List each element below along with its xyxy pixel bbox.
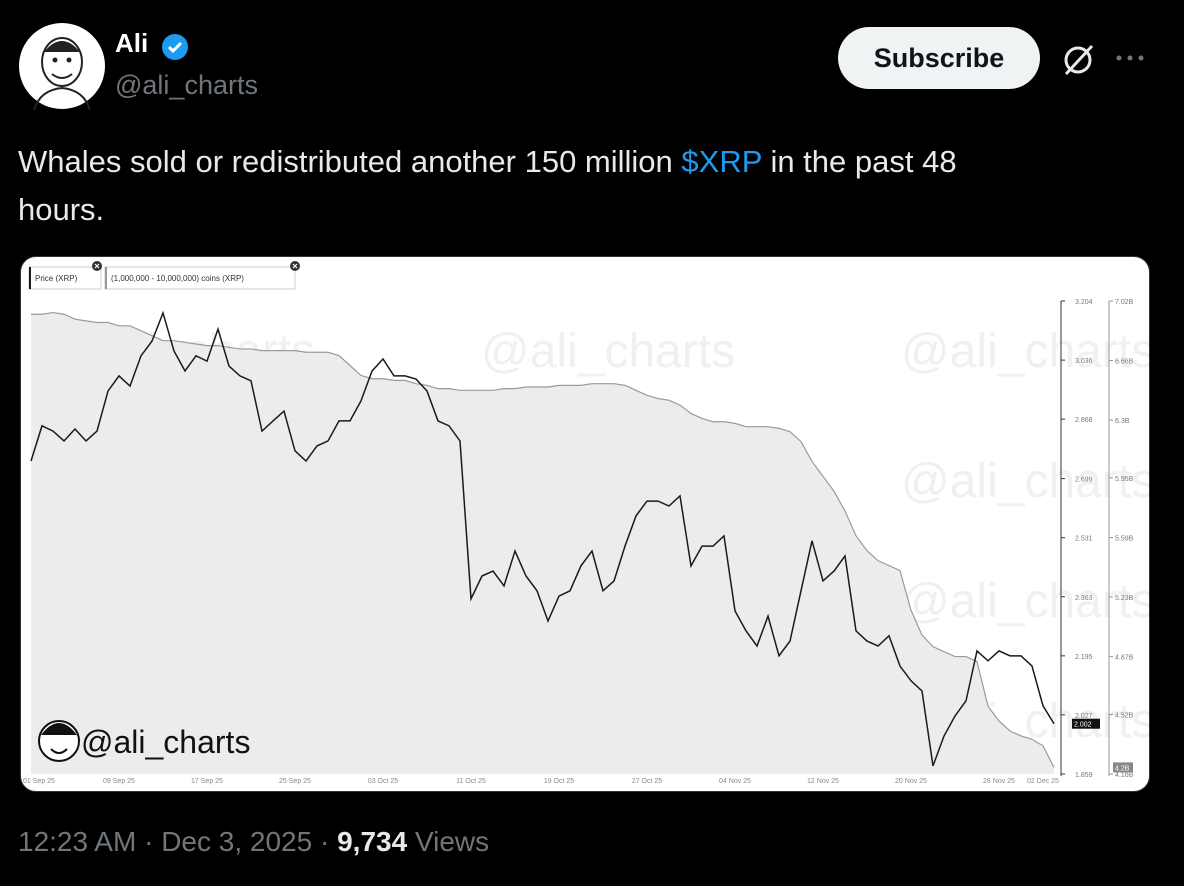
watermark: @ali_charts [901, 455, 1149, 508]
display-name[interactable]: Ali [115, 28, 149, 58]
watermark: @ali_charts [901, 325, 1149, 378]
close-x [292, 263, 298, 269]
y2-tick-label: 4.52B [1115, 712, 1134, 719]
x-tick-label: 02 Dec 25 [1027, 778, 1059, 785]
legend-label: (1,000,000 - 10,000,000) coins (XRP) [111, 274, 244, 283]
logo-text: @ali_charts [81, 724, 250, 760]
legend-label: Price (XRP) [35, 274, 78, 283]
price-line [30, 310, 1055, 767]
legend-close[interactable] [290, 261, 300, 271]
y2-tick-label: 4.16B [1115, 772, 1134, 779]
y2-tick-label: 5.59B [1115, 536, 1134, 543]
separator: · [144, 826, 154, 857]
holdings-area [31, 312, 1054, 774]
current-value-box [1113, 762, 1133, 773]
holdings-line [31, 311, 1055, 768]
text: hours. [18, 192, 105, 227]
current-value-box [1072, 718, 1100, 729]
views-label: Views [414, 826, 490, 857]
x-tick-label: 19 Oct 25 [544, 778, 574, 785]
y2-tick-label: 7.02B [1115, 299, 1134, 306]
text: in the past 48 [761, 144, 957, 179]
x-tick-label: 03 Oct 25 [368, 778, 398, 785]
y-tick-label: 2.195 [1075, 654, 1093, 661]
y-tick-label: 2.699 [1075, 477, 1093, 484]
close-x [94, 263, 100, 269]
separator: · [319, 826, 330, 857]
text: Whales sold or redistributed another 150… [18, 144, 682, 179]
y-tick-label: 2.868 [1075, 417, 1093, 424]
date[interactable]: Dec 3, 2025 [161, 826, 313, 857]
verified-badge [162, 34, 188, 60]
watermark: @ali_charts [901, 575, 1149, 628]
current-value-label: 2.002 [1074, 722, 1092, 729]
x-tick-label: 25 Sep 25 [279, 778, 311, 785]
tweet-meta: 12:23 AM · Dec 3, 2025 · 9,734 Views [18, 826, 489, 858]
y2-tick-label: 5.95B [1115, 476, 1134, 483]
x-tick-label: 01 Sep 25 [23, 778, 55, 785]
chart: @ali_charts @ali_charts @ali_charts @ali_ch… [23, 261, 1149, 785]
x-tick-label: 17 Sep 25 [191, 778, 223, 785]
tweet-text: Whales sold or redistributed another 150… [18, 138, 1158, 234]
x-tick-label: 04 Nov 25 [719, 778, 751, 785]
y2-tick-label: 6.66B [1115, 359, 1134, 366]
x-tick-label: 12 Nov 25 [807, 778, 839, 785]
y-tick-label: 2.027 [1075, 713, 1093, 720]
y-tick-label: 1.859 [1075, 772, 1093, 779]
avatar[interactable] [18, 22, 108, 112]
y2-tick-label: 5.23B [1115, 595, 1134, 602]
handle[interactable]: @ali_charts [115, 70, 258, 100]
y2-tick-label: 4.87B [1115, 655, 1134, 662]
y2-tick-label: 6.3B [1115, 418, 1130, 425]
x-tick-label: 09 Sep 25 [103, 778, 135, 785]
y-tick-label: 2.531 [1075, 536, 1093, 543]
y-tick-label: 3.204 [1075, 299, 1093, 306]
x-tick-label: 27 Oct 25 [632, 778, 662, 785]
watermark: @ali_charts [481, 325, 735, 378]
logo-smile [50, 748, 68, 754]
grok-icon[interactable] [1060, 42, 1096, 78]
views-count: 9,734 [337, 826, 408, 857]
more-icon[interactable] [1114, 50, 1148, 66]
y-tick-label: 2.363 [1075, 595, 1093, 602]
time[interactable]: 12:23 AM [18, 826, 137, 857]
x-tick-label: 28 Nov 25 [983, 778, 1015, 785]
x-tick-label: 11 Oct 25 [456, 778, 486, 785]
subscribe-button[interactable]: Subscribe [838, 27, 1040, 89]
logo-hair [41, 723, 77, 735]
media[interactable]: @ali_charts @ali_charts @ali_charts @ali_ch… [20, 256, 1150, 792]
cashtag-link[interactable]: $XRP [681, 144, 762, 179]
current-value-label: 4.2B [1115, 765, 1130, 772]
legend-close[interactable] [92, 261, 102, 271]
x-tick-label: 20 Nov 25 [895, 778, 927, 785]
y-tick-label: 3.036 [1075, 358, 1093, 365]
